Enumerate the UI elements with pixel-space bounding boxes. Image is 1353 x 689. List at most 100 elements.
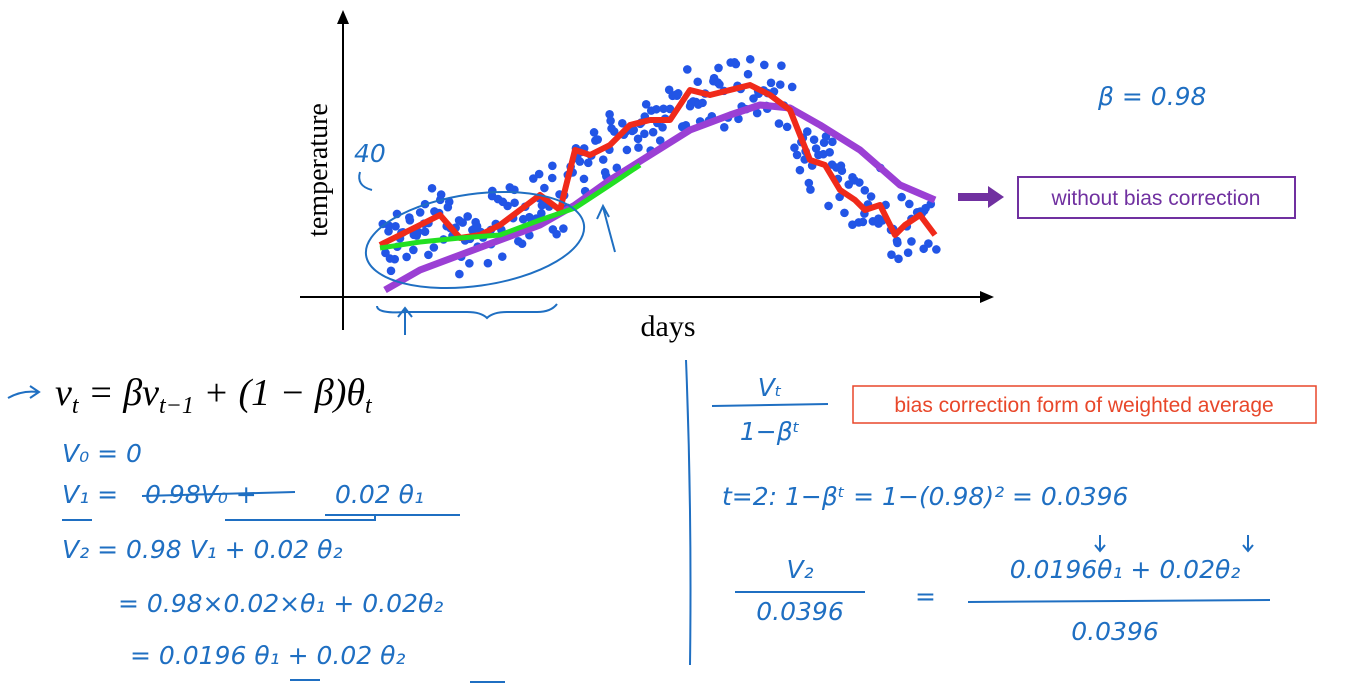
y-arrow bbox=[337, 10, 349, 24]
note: = 0.98×0.02×θ₁ + 0.02θ₂ bbox=[118, 589, 443, 618]
rhs-num: 0.0196θ₁ + 0.02θ₂ bbox=[1010, 555, 1241, 584]
legend-arrow bbox=[958, 186, 1004, 208]
dot bbox=[858, 217, 868, 227]
dot bbox=[719, 123, 729, 132]
dot bbox=[443, 202, 453, 212]
dot bbox=[618, 118, 627, 128]
green-curve bbox=[379, 162, 642, 251]
dot bbox=[787, 82, 797, 92]
equation-part: = βv bbox=[79, 372, 160, 414]
dot bbox=[589, 128, 599, 137]
dot bbox=[552, 229, 561, 239]
dot bbox=[517, 239, 527, 249]
mark-arrow bbox=[1094, 535, 1254, 553]
dot bbox=[629, 125, 638, 135]
dot bbox=[811, 144, 821, 153]
dot bbox=[673, 89, 683, 98]
dot bbox=[640, 129, 649, 139]
dot bbox=[714, 63, 723, 73]
dot bbox=[593, 135, 603, 144]
dot bbox=[427, 183, 437, 193]
dot bbox=[821, 132, 831, 141]
dot bbox=[420, 227, 430, 236]
dot bbox=[465, 259, 474, 268]
dot bbox=[598, 155, 608, 164]
purple-curve bbox=[383, 101, 937, 294]
frac-bar bbox=[711, 403, 829, 407]
equation-part: v bbox=[55, 372, 72, 414]
dot bbox=[458, 218, 467, 227]
dot bbox=[752, 108, 762, 118]
dot bbox=[766, 78, 776, 88]
dot bbox=[658, 123, 667, 132]
frac-den: 1−βᵗ bbox=[740, 417, 800, 446]
dot bbox=[648, 127, 658, 137]
dot bbox=[510, 198, 519, 208]
lhs-den: 0.0396 bbox=[756, 597, 843, 626]
underline bbox=[62, 514, 460, 521]
dot bbox=[537, 208, 546, 218]
dot bbox=[402, 252, 411, 262]
dot bbox=[548, 161, 557, 171]
mark-arrow bbox=[397, 306, 413, 335]
dot bbox=[837, 166, 847, 176]
dot bbox=[790, 143, 799, 153]
label-box bbox=[852, 385, 1317, 424]
dot bbox=[606, 116, 615, 126]
dot bbox=[897, 192, 906, 202]
y-label: temperature bbox=[303, 103, 334, 237]
note: V₂ = 0.98 V₁ + 0.02 θ₂ bbox=[62, 535, 342, 564]
legend-box bbox=[1017, 176, 1296, 219]
dot bbox=[743, 69, 753, 79]
dot bbox=[782, 122, 792, 132]
dot bbox=[774, 119, 784, 128]
rhs-den: 0.0396 bbox=[1071, 617, 1158, 646]
dot bbox=[655, 136, 665, 145]
dot bbox=[887, 250, 896, 259]
dot bbox=[609, 127, 619, 136]
dot bbox=[534, 169, 544, 179]
dot bbox=[840, 208, 849, 218]
divider bbox=[685, 359, 692, 666]
frac-num: Vₜ bbox=[758, 373, 782, 402]
dot bbox=[825, 148, 834, 157]
note: t=2: 1−βᵗ = 1−(0.98)² = 0.0396 bbox=[722, 482, 1128, 511]
dot bbox=[424, 250, 433, 260]
dot bbox=[575, 157, 585, 166]
dot bbox=[731, 59, 741, 69]
dot bbox=[907, 237, 916, 246]
dot bbox=[483, 258, 493, 268]
annotation-arrow bbox=[358, 171, 373, 191]
note: 0.02 θ₁ bbox=[335, 480, 424, 509]
label-text: bias correction form of weighted average bbox=[894, 394, 1273, 417]
note: V₀ = 0 bbox=[62, 439, 142, 468]
dot bbox=[429, 243, 439, 252]
dot bbox=[745, 54, 755, 64]
brace bbox=[376, 303, 558, 320]
dot bbox=[903, 248, 913, 257]
dot bbox=[893, 238, 902, 248]
dot bbox=[734, 114, 743, 124]
dot bbox=[698, 98, 707, 108]
dot bbox=[497, 252, 507, 261]
dot bbox=[806, 185, 815, 194]
dot bbox=[775, 80, 785, 89]
equation: vt = βvt−1 + (1 − β)θt bbox=[55, 372, 373, 419]
dot bbox=[503, 201, 512, 211]
dot bbox=[529, 174, 538, 183]
dot bbox=[932, 245, 941, 254]
dot bbox=[488, 186, 497, 196]
dot bbox=[436, 190, 446, 199]
dot bbox=[540, 183, 549, 193]
dot bbox=[622, 145, 632, 155]
dot bbox=[894, 254, 903, 264]
dot bbox=[583, 158, 593, 168]
dot bbox=[463, 212, 472, 221]
lhs-num: V₂ bbox=[786, 555, 813, 584]
dot bbox=[802, 127, 812, 136]
subscript: t bbox=[365, 393, 373, 419]
dot bbox=[634, 143, 643, 152]
dot bbox=[405, 216, 415, 225]
dot bbox=[390, 254, 400, 264]
